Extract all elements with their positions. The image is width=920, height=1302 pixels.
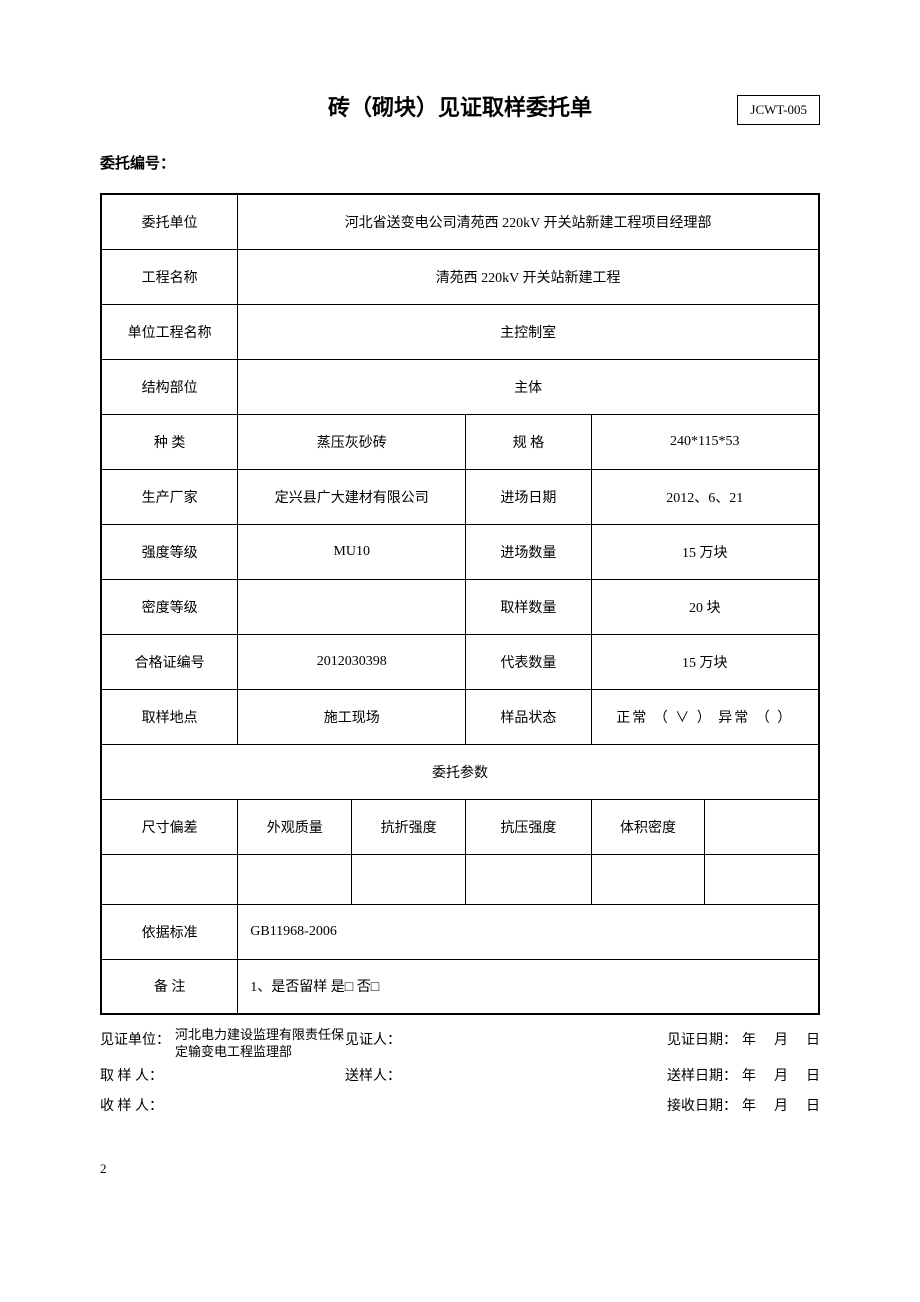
- strength-value: MU10: [238, 524, 466, 579]
- sample-loc-value: 施工现场: [238, 689, 466, 744]
- sender-label: 送样人：: [345, 1063, 415, 1091]
- cert-no-label: 合格证编号: [101, 634, 238, 689]
- remark-label: 备 注: [101, 959, 238, 1014]
- footer-section: 见证单位： 河北电力建设监理有限责任保定输变电工程监理部 见证人： 见证日期： …: [100, 1027, 820, 1121]
- arrive-date-value: 2012、6、21: [591, 469, 819, 524]
- month-label: 月: [774, 1063, 788, 1091]
- project-name-value: 清苑西 220kV 开关站新建工程: [238, 249, 819, 304]
- remark-value: 1、是否留样 是□ 否□: [238, 959, 819, 1014]
- sample-loc-label: 取样地点: [101, 689, 238, 744]
- sample-status-value: 正常 （ ∨ ） 异常 （ ）: [591, 689, 819, 744]
- month-label: 月: [774, 1093, 788, 1121]
- density-value: [238, 579, 466, 634]
- params-header: 委托参数: [101, 744, 819, 799]
- param-5: 体积密度: [591, 799, 705, 854]
- commission-unit-value: 河北省送变电公司清苑西 220kV 开关站新建工程项目经理部: [238, 194, 819, 249]
- witness-person-label: 见证人：: [345, 1027, 415, 1061]
- sample-qty-label: 取样数量: [466, 579, 591, 634]
- manufacturer-label: 生产厂家: [101, 469, 238, 524]
- year-label: 年: [742, 1027, 756, 1061]
- empty-cell: [705, 854, 819, 904]
- project-name-label: 工程名称: [101, 249, 238, 304]
- commission-no-label: 委托编号：: [100, 152, 820, 173]
- day-label: 日: [806, 1063, 820, 1091]
- doc-code-box: JCWT-005: [737, 95, 820, 125]
- arrive-qty-label: 进场数量: [466, 524, 591, 579]
- sample-status-label: 样品状态: [466, 689, 591, 744]
- empty-cell: [466, 854, 591, 904]
- empty-cell: [352, 854, 466, 904]
- density-label: 密度等级: [101, 579, 238, 634]
- empty-cell: [591, 854, 705, 904]
- sampler-label: 取 样 人：: [100, 1063, 175, 1091]
- unit-project-label: 单位工程名称: [101, 304, 238, 359]
- spec-value: 240*115*53: [591, 414, 819, 469]
- struct-part-label: 结构部位: [101, 359, 238, 414]
- type-label: 种 类: [101, 414, 238, 469]
- page-number: 2: [100, 1161, 820, 1177]
- param-6: [705, 799, 819, 854]
- month-label: 月: [774, 1027, 788, 1061]
- doc-title: 砖（砌块）见证取样委托单: [100, 90, 820, 122]
- strength-label: 强度等级: [101, 524, 238, 579]
- manufacturer-value: 定兴县广大建材有限公司: [238, 469, 466, 524]
- standard-label: 依据标准: [101, 904, 238, 959]
- receive-date-label: 接收日期：: [667, 1093, 742, 1121]
- empty-cell: [101, 854, 238, 904]
- year-label: 年: [742, 1063, 756, 1091]
- cert-no-value: 2012030398: [238, 634, 466, 689]
- witness-unit-value: 河北电力建设监理有限责任保定输变电工程监理部: [175, 1027, 345, 1061]
- commission-unit-label: 委托单位: [101, 194, 238, 249]
- arrive-date-label: 进场日期: [466, 469, 591, 524]
- main-form-table: 委托单位 河北省送变电公司清苑西 220kV 开关站新建工程项目经理部 工程名称…: [100, 193, 820, 1015]
- witness-unit-label: 见证单位：: [100, 1027, 175, 1061]
- day-label: 日: [806, 1093, 820, 1121]
- receiver-label: 收 样 人：: [100, 1093, 175, 1121]
- struct-part-value: 主体: [238, 359, 819, 414]
- sample-qty-value: 20 块: [591, 579, 819, 634]
- rep-qty-label: 代表数量: [466, 634, 591, 689]
- rep-qty-value: 15 万块: [591, 634, 819, 689]
- send-date-label: 送样日期：: [667, 1063, 742, 1091]
- param-3: 抗折强度: [352, 799, 466, 854]
- type-value: 蒸压灰砂砖: [238, 414, 466, 469]
- spec-label: 规 格: [466, 414, 591, 469]
- param-1: 尺寸偏差: [101, 799, 238, 854]
- standard-value: GB11968-2006: [238, 904, 819, 959]
- day-label: 日: [806, 1027, 820, 1061]
- empty-cell: [238, 854, 352, 904]
- witness-date-label: 见证日期：: [667, 1027, 742, 1061]
- year-label: 年: [742, 1093, 756, 1121]
- param-4: 抗压强度: [466, 799, 591, 854]
- unit-project-value: 主控制室: [238, 304, 819, 359]
- param-2: 外观质量: [238, 799, 352, 854]
- arrive-qty-value: 15 万块: [591, 524, 819, 579]
